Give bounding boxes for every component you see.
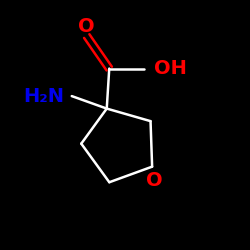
Text: O: O bbox=[146, 171, 163, 190]
Text: O: O bbox=[78, 17, 95, 36]
Text: H₂N: H₂N bbox=[23, 86, 64, 106]
Text: OH: OH bbox=[154, 59, 187, 78]
